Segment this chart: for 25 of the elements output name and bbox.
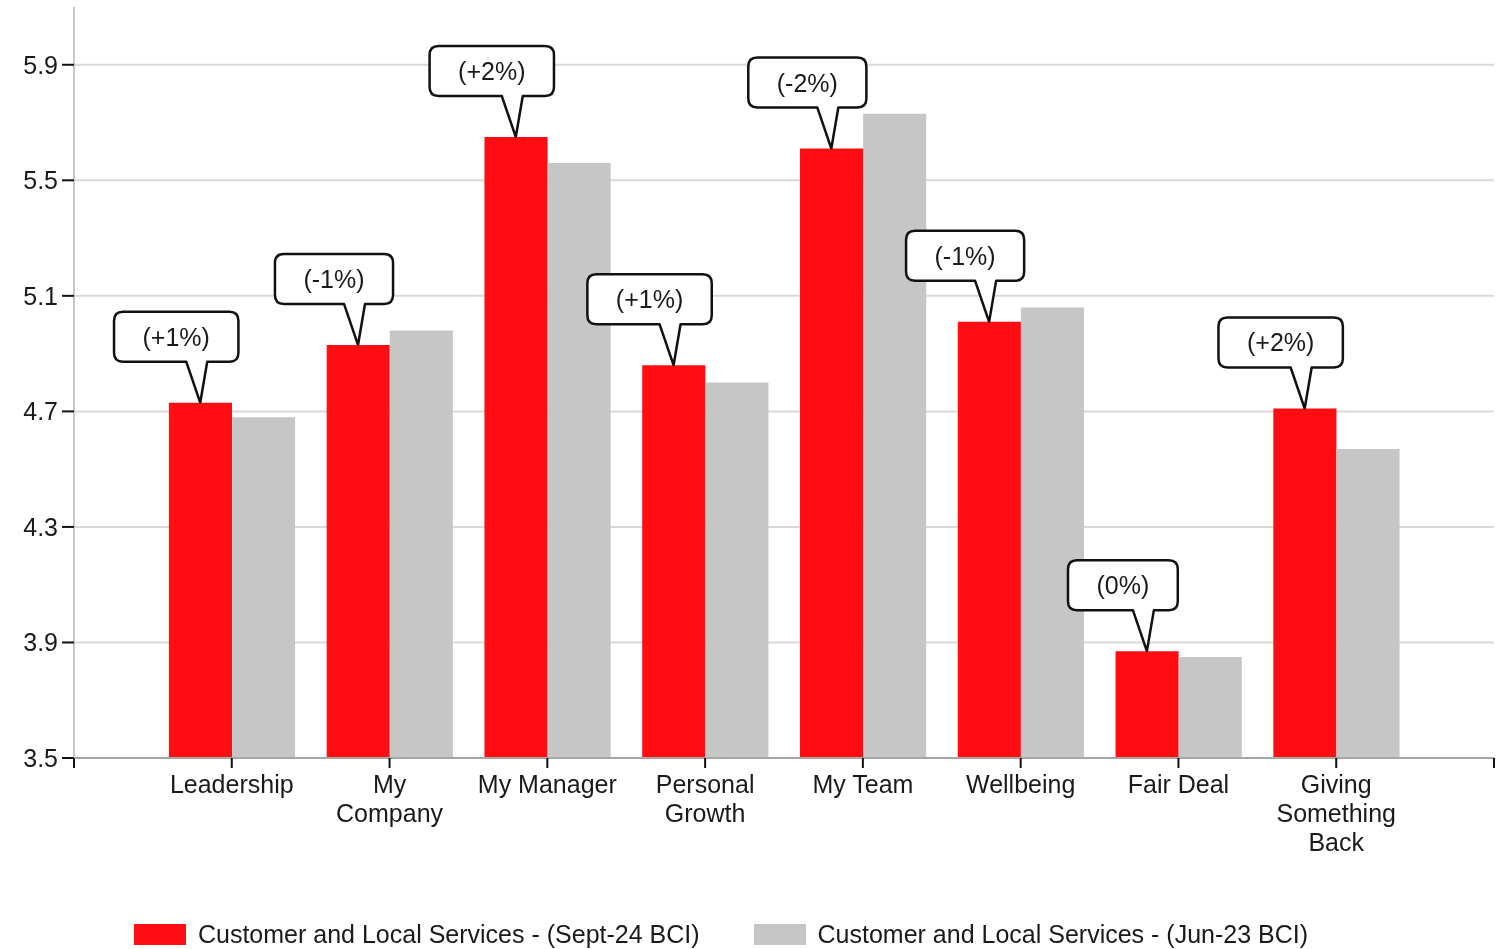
- x-tick-label: My Manager: [477, 770, 617, 798]
- x-tick-label: My Company: [336, 770, 444, 827]
- annotation: (0%): [1096, 571, 1150, 600]
- x-tick-label: Wellbeing: [966, 770, 1076, 798]
- annotation: (-2%): [776, 68, 838, 97]
- annotation: (+1%): [615, 285, 684, 314]
- legend-label: Customer and Local Services - (Jun-23 BCI): [817, 920, 1309, 948]
- y-tick-label: 5.5: [23, 166, 58, 195]
- annotation: (+1%): [142, 322, 210, 351]
- x-tick-label: Personal Growth: [655, 770, 755, 827]
- annotation: (-1%): [934, 241, 996, 270]
- x-tick-label: Fair Deal: [1127, 770, 1230, 798]
- annotation: (-1%): [303, 264, 365, 293]
- y-tick-label: 3.5: [23, 743, 58, 772]
- annotation: (+2%): [458, 56, 526, 85]
- x-tick-label: Leadership: [169, 770, 294, 798]
- annotation: (+2%): [1246, 328, 1315, 357]
- y-tick-label: 4.3: [23, 512, 58, 541]
- legend-label: Customer and Local Services - (Sept-24 BCI): [197, 920, 700, 948]
- y-tick-label: 3.9: [23, 628, 58, 657]
- y-tick-label: 4.7: [23, 397, 58, 426]
- y-tick-label: 5.1: [23, 281, 58, 310]
- x-tick-label: My Team: [812, 770, 914, 798]
- y-tick-label: 5.9: [23, 50, 58, 79]
- x-tick-label: Giving Something Back: [1276, 770, 1396, 856]
